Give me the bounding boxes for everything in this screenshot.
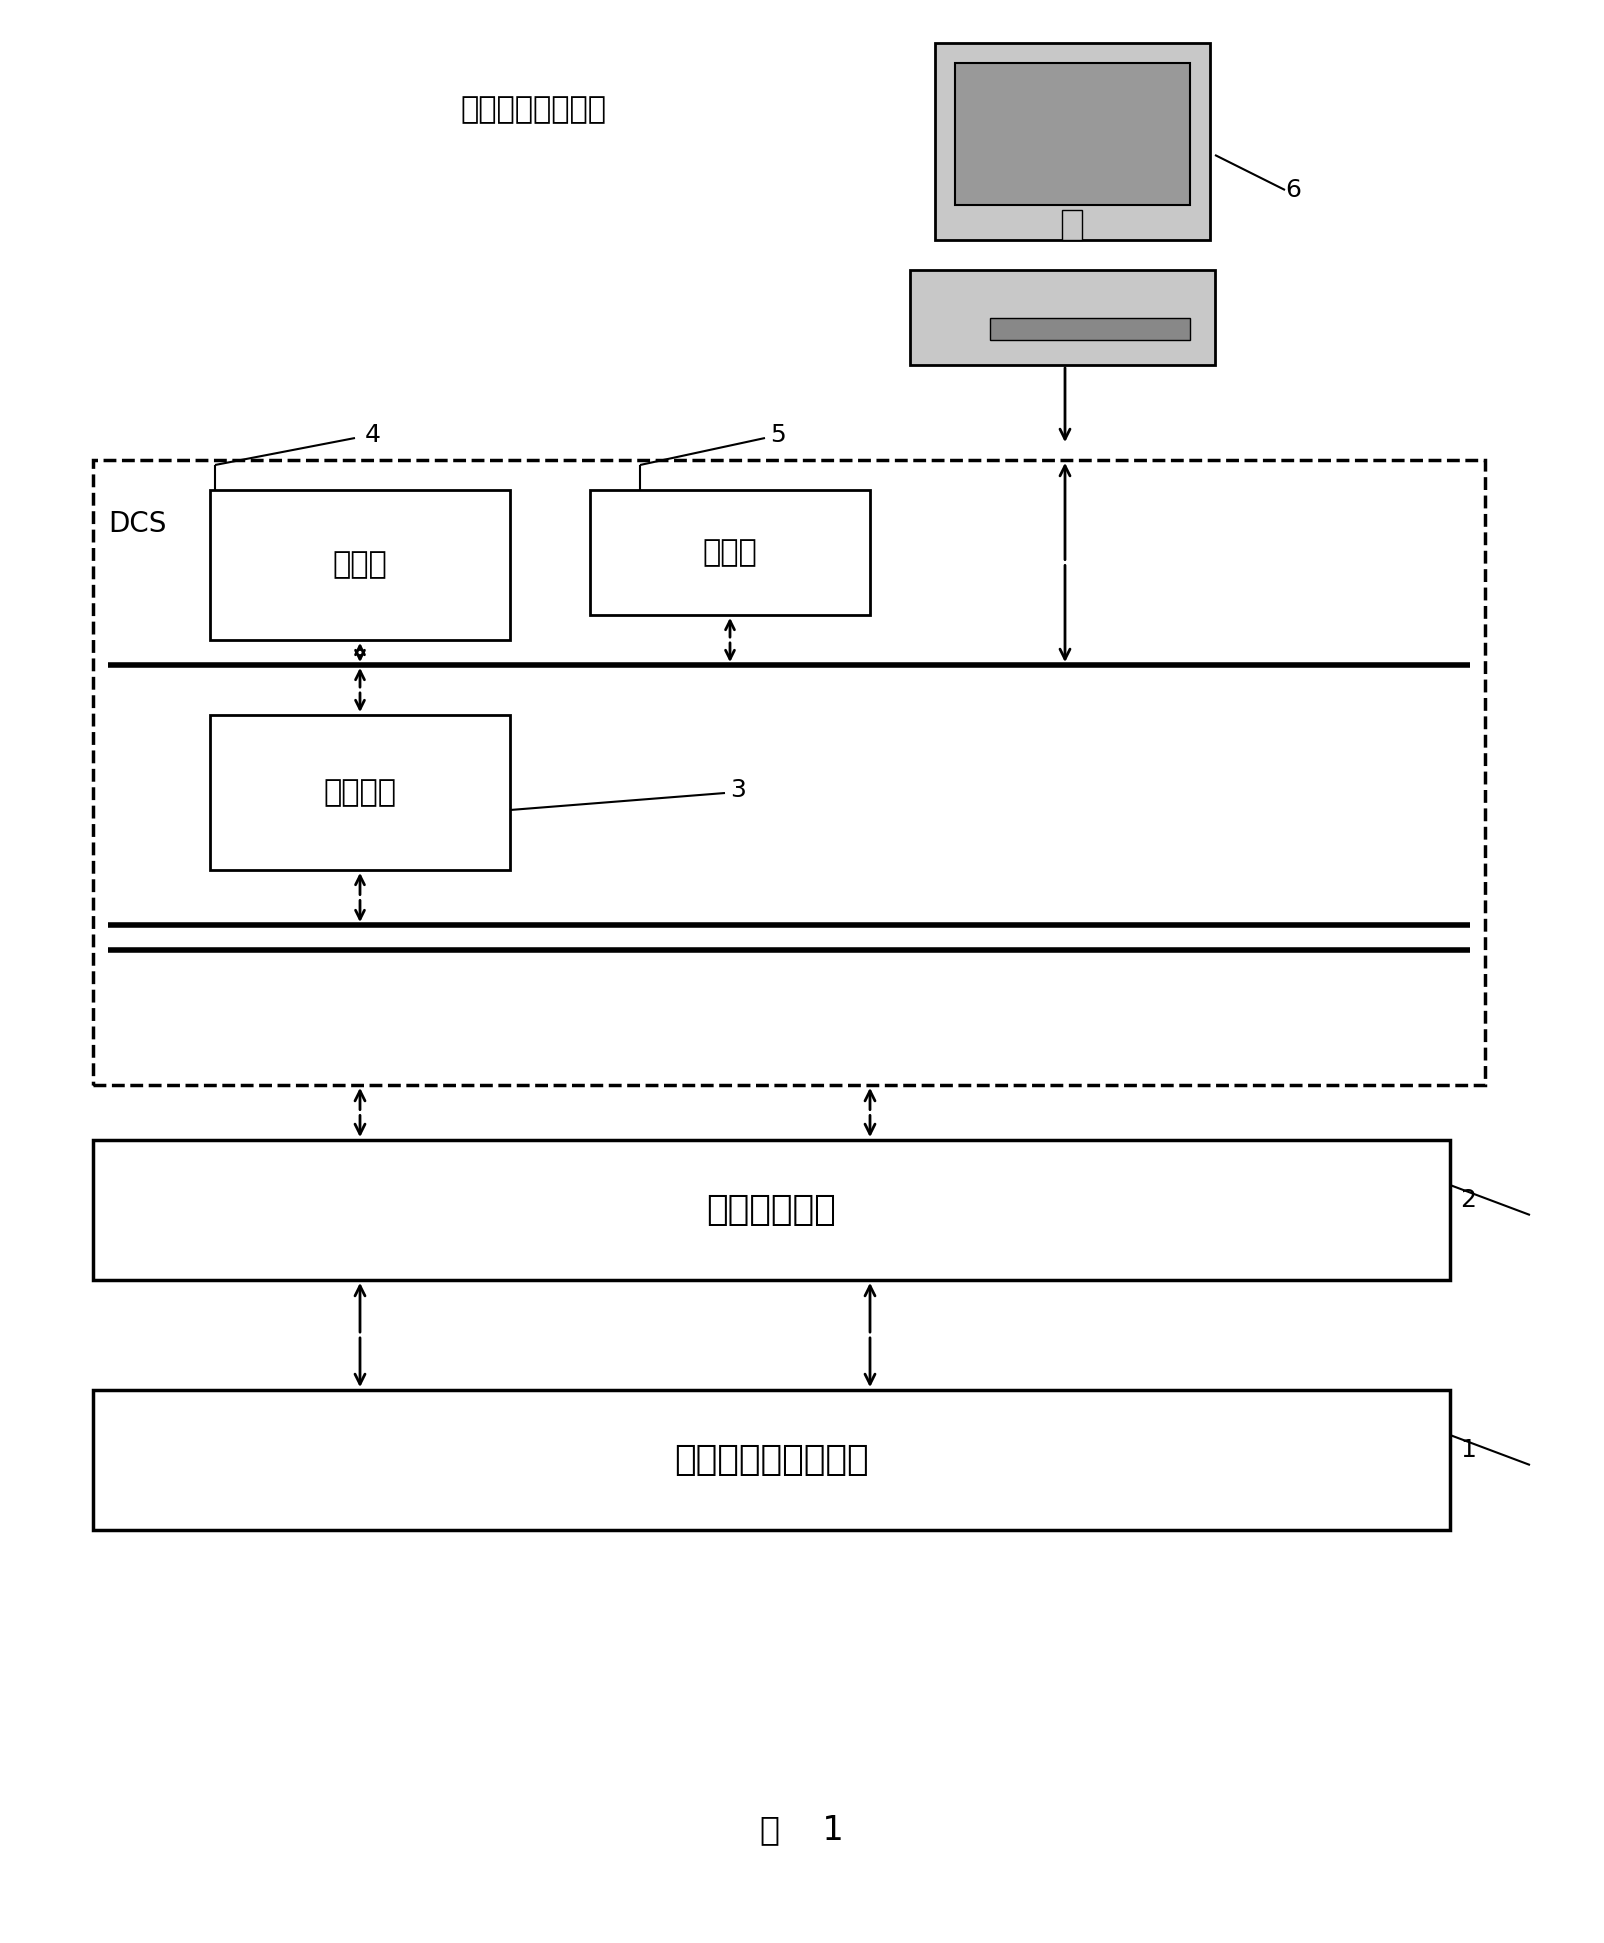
Text: 现场智能仪表: 现场智能仪表 [707, 1193, 836, 1226]
Bar [990, 319, 1190, 340]
Bar [935, 43, 1209, 241]
Text: 4: 4 [366, 424, 382, 447]
Text: 6: 6 [1285, 179, 1301, 202]
Bar [590, 490, 869, 616]
Bar [1062, 210, 1083, 241]
Text: 软测量智能处理器: 软测量智能处理器 [460, 95, 606, 124]
Text: 5: 5 [770, 424, 786, 447]
Text: 控制站: 控制站 [332, 550, 388, 579]
Text: 2: 2 [1460, 1187, 1476, 1212]
Bar [954, 62, 1190, 206]
Text: 数据接口: 数据接口 [324, 777, 396, 806]
Bar [93, 460, 1485, 1084]
Bar [93, 1141, 1450, 1280]
Text: 数据库: 数据库 [703, 538, 757, 567]
Bar [210, 715, 510, 870]
Text: 3: 3 [730, 777, 746, 802]
Text: DCS: DCS [107, 509, 167, 538]
Bar [909, 270, 1214, 365]
Bar [93, 1389, 1450, 1529]
Text: 1: 1 [1460, 1438, 1476, 1461]
Text: 图    1: 图 1 [760, 1813, 844, 1846]
Text: 聚丙烯生产过程对象: 聚丙烯生产过程对象 [674, 1444, 869, 1477]
Bar [210, 490, 510, 639]
